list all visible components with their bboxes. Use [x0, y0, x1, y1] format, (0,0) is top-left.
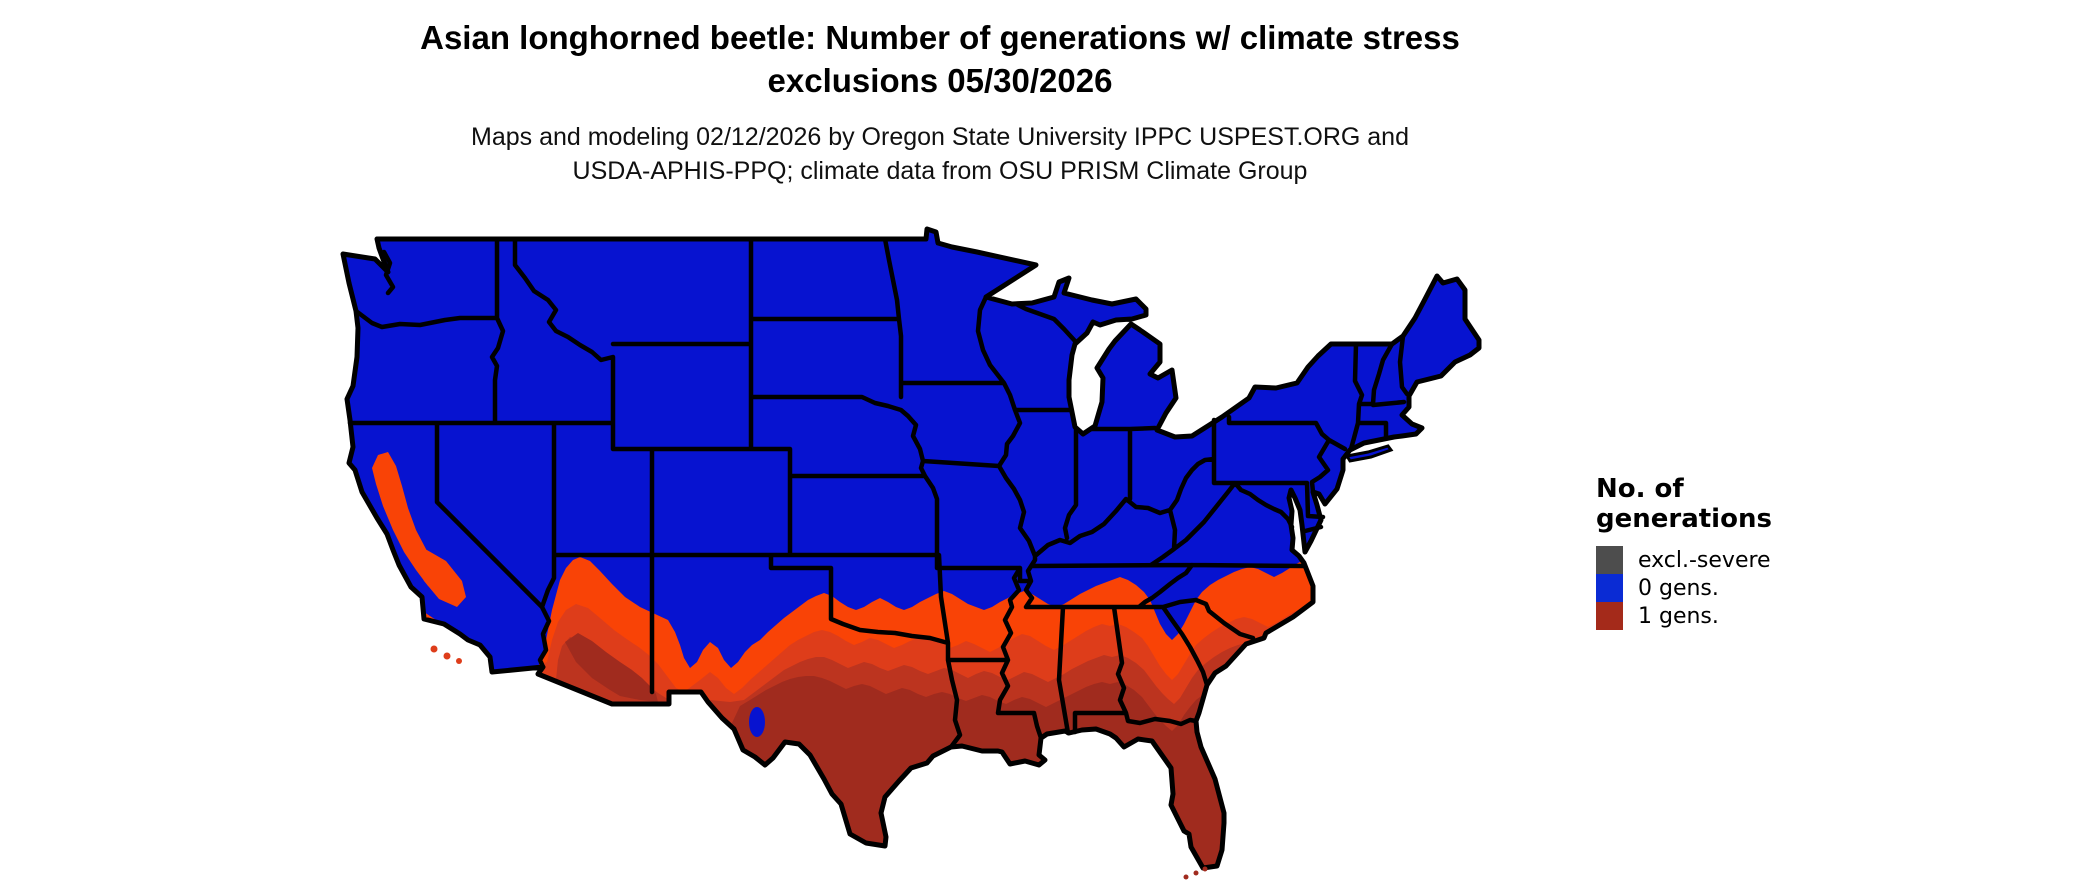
channel-islands: [430, 645, 462, 664]
figure-title-line2: exclusions 05/30/2026: [767, 62, 1113, 99]
figure-title-line1: Asian longhorned beetle: Number of gener…: [420, 19, 1460, 56]
state-borders: [347, 236, 1410, 750]
figure-title: Asian longhorned beetle: Number of gener…: [0, 16, 1880, 102]
legend-title-line1: No. of: [1596, 474, 1684, 504]
legend-swatch-excl-severe: [1596, 546, 1623, 574]
west-texas-mountain-island: [749, 707, 765, 737]
legend-label-0-gens: 0 gens.: [1638, 575, 1719, 601]
legend-item-0-gens: 0 gens.: [1596, 574, 1856, 602]
figure-subtitle-line1: Maps and modeling 02/12/2026 by Oregon S…: [471, 123, 1409, 151]
legend-swatch-1-gens: [1596, 602, 1623, 630]
one-gen-band4-region: [700, 666, 1345, 868]
legend-title: No. of generations: [1596, 474, 1856, 534]
long-island: [1344, 444, 1394, 463]
coastline-outline: [340, 226, 1482, 871]
florida-keys: [1183, 866, 1208, 880]
figure-subtitle: Maps and modeling 02/12/2026 by Oregon S…: [0, 120, 1880, 188]
legend-items: excl.-severe 0 gens. 1 gens.: [1596, 546, 1856, 630]
legend-item-1-gens: 1 gens.: [1596, 602, 1856, 630]
legend-label-1-gens: 1 gens.: [1638, 603, 1719, 629]
california-valley-patch: [372, 452, 466, 607]
legend-title-line2: generations: [1596, 504, 1772, 534]
legend-label-excl-severe: excl.-severe: [1638, 547, 1771, 573]
arizona-desert-core: [565, 633, 658, 702]
figure-subtitle-line2: USDA-APHIS-PPQ; climate data from OSU PR…: [572, 157, 1308, 185]
legend-swatch-0-gens: [1596, 574, 1623, 602]
legend-item-excl-severe: excl.-severe: [1596, 546, 1856, 574]
legend: No. of generations excl.-severe 0 gens. …: [1596, 474, 1856, 630]
